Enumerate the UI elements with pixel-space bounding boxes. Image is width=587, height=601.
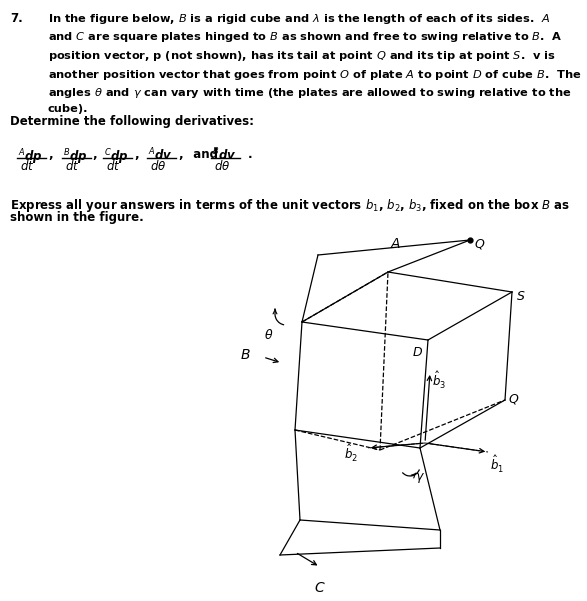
Text: Express all your answers in terms of the unit vectors $b_1$, $b_2$, $b_3$, fixed: Express all your answers in terms of the… bbox=[10, 197, 570, 214]
Text: $Q$: $Q$ bbox=[474, 237, 485, 251]
Text: $\hat{b}_1$: $\hat{b}_1$ bbox=[490, 454, 504, 475]
Text: $C$: $C$ bbox=[314, 581, 326, 595]
Text: $dt$: $dt$ bbox=[65, 159, 79, 173]
Text: ,: , bbox=[178, 148, 183, 162]
Text: $\gamma$: $\gamma$ bbox=[415, 471, 425, 485]
Text: $dt$: $dt$ bbox=[106, 159, 120, 173]
Text: $dt$: $dt$ bbox=[20, 159, 35, 173]
Text: .: . bbox=[248, 148, 252, 162]
Text: $^{C}$dp: $^{C}$dp bbox=[104, 147, 129, 166]
Text: $\hat{b}_3$: $\hat{b}_3$ bbox=[432, 370, 446, 391]
Text: $A$: $A$ bbox=[390, 237, 402, 251]
Text: ,: , bbox=[48, 148, 53, 162]
Text: $^{A}$dv: $^{A}$dv bbox=[148, 147, 173, 163]
Text: $\theta$: $\theta$ bbox=[264, 328, 274, 342]
Text: $d\theta$: $d\theta$ bbox=[150, 159, 167, 173]
Text: Determine the following derivatives:: Determine the following derivatives: bbox=[10, 115, 254, 128]
Text: In the figure below, $B$ is a rigid cube and $\lambda$ is the length of each of : In the figure below, $B$ is a rigid cube… bbox=[48, 12, 582, 114]
Text: $^{B}$dv: $^{B}$dv bbox=[212, 147, 237, 163]
Text: 7.: 7. bbox=[10, 12, 23, 25]
Text: $B$: $B$ bbox=[240, 348, 251, 362]
Text: $S$: $S$ bbox=[516, 290, 525, 303]
Text: $D$: $D$ bbox=[412, 346, 423, 359]
Text: $\hat{b}_2$: $\hat{b}_2$ bbox=[344, 443, 358, 464]
Text: $d\theta$: $d\theta$ bbox=[214, 159, 231, 173]
Text: ,: , bbox=[92, 148, 97, 162]
Text: shown in the figure.: shown in the figure. bbox=[10, 211, 144, 224]
Text: $^{A}$dp: $^{A}$dp bbox=[18, 147, 43, 166]
Text: and: and bbox=[185, 148, 218, 162]
Text: $Q$: $Q$ bbox=[508, 392, 519, 406]
Text: $^{B}$dp: $^{B}$dp bbox=[63, 147, 87, 166]
Text: ,: , bbox=[134, 148, 139, 162]
